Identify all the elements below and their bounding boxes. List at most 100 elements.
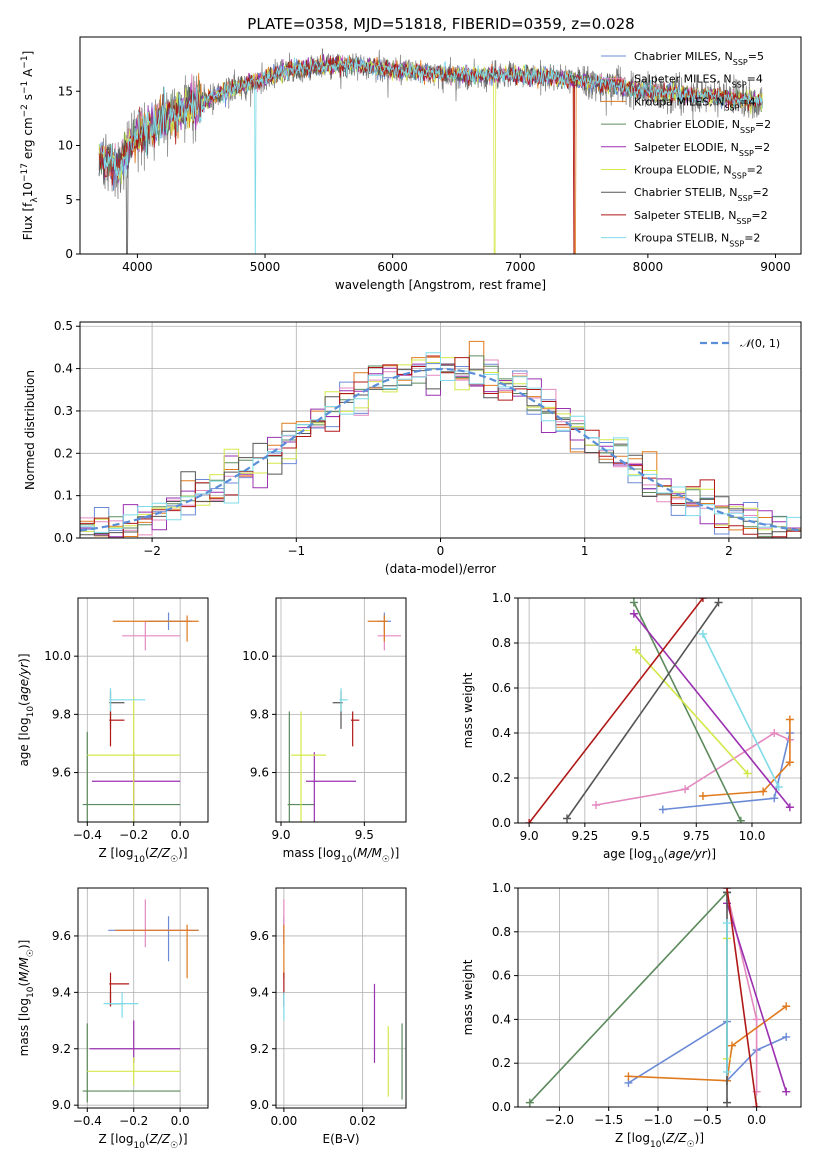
y-axis-label: mass weight <box>461 959 475 1035</box>
tick-label-y: 0.0 <box>492 816 511 830</box>
tick-label-x: 9.0 <box>520 829 539 843</box>
tick-label-y: 9.0 <box>52 1098 71 1112</box>
mass-weight-marker-chabrier_elodie <box>525 1098 534 1107</box>
plot-area-mass_vs_Z <box>82 899 199 1103</box>
tick-label-x: −1.5 <box>594 1113 623 1127</box>
tick-label-x: −2 <box>143 544 161 558</box>
mass-weight-marker-kroupa_stelib <box>774 783 783 791</box>
figure-title: PLATE=0358, MJD=51818, FIBERID=0359, z=0… <box>247 15 634 33</box>
plot-area-spectrum <box>98 48 763 254</box>
tick-label-x: 9.25 <box>571 829 598 843</box>
mass-weight-marker-kroupa_miles <box>727 1041 736 1050</box>
legend-label-chabrier_stelib: Chabrier STELIB, NSSP=2 <box>634 186 769 203</box>
residual-histogram-kroupa_stelib <box>80 352 801 538</box>
mass-weight-marker-kroupa_miles <box>624 1072 633 1081</box>
mass-weight-marker-salpeter_miles <box>770 729 779 737</box>
panel-mass_vs_Z: −0.4 −0.2 0.0 9.0 9.2 9.4 9.6 Z [log10(Z/Z☉)] ma… <box>17 887 209 1151</box>
mass-weight-marker-salpeter_miles <box>681 785 690 794</box>
mass-weight-marker-kroupa_miles <box>785 758 794 767</box>
tick-label-y: 1.0 <box>492 881 511 895</box>
mass-weight-marker-kroupa_elodie <box>632 645 641 654</box>
tick-label-x: −0.2 <box>119 1114 148 1128</box>
tick-label-x: 1 <box>581 544 589 558</box>
x-axis-label: (data-model)/error <box>385 562 496 576</box>
tick-label-x: 10.0 <box>739 829 766 843</box>
tick-label-y: 0.4 <box>492 1012 511 1026</box>
legend-label-salpeter_elodie: Salpeter ELODIE, NSSP=2 <box>634 141 770 158</box>
axes-frame <box>77 887 209 1109</box>
tick-label-y: 0.6 <box>492 681 511 695</box>
axes-frame <box>79 36 802 255</box>
tick-label-x: 9000 <box>760 260 791 274</box>
mass-weight-marker-salpeter_elodie <box>785 803 794 812</box>
plot-area-age_vs_mass <box>287 612 401 822</box>
tick-label-y: 9.4 <box>52 985 71 999</box>
x-axis-label: wavelength [Angstrom, rest frame] <box>335 278 546 292</box>
tick-label-x: −1 <box>287 544 305 558</box>
mass-weight-marker-salpeter_miles <box>591 801 600 809</box>
mass-weight-marker-chabrier_elodie <box>629 598 638 607</box>
mass-weight-line-salpeter_miles <box>595 732 791 806</box>
axes-frame <box>517 597 802 824</box>
panel-mass_weight_vs_age: 9.0 9.25 9.5 9.75 10.0 0.0 0.2 0.4 0.6 0.8 1.0 age … <box>461 591 802 866</box>
tick-label-y: 9.6 <box>250 766 269 780</box>
tick-label-y: 0.1 <box>54 489 73 503</box>
tick-label-y: 0.8 <box>492 636 511 650</box>
tick-label-y: 15 <box>58 84 73 98</box>
tick-label-y: 9.6 <box>250 929 269 943</box>
tick-label-y: 0.2 <box>54 446 73 460</box>
tick-label-x: −0.5 <box>693 1113 722 1127</box>
mass-weight-marker-kroupa_miles <box>698 792 707 800</box>
mass-weight-marker-salpeter_elodie <box>629 609 638 618</box>
tick-label-y: 9.2 <box>250 1042 269 1056</box>
tick-label-y: 9.8 <box>52 707 71 721</box>
tick-label-x: 0 <box>437 544 445 558</box>
y-axis-label: mass weight <box>461 672 475 748</box>
tick-label-x: 7000 <box>505 260 536 274</box>
mass-weight-line-chabrier_elodie <box>633 602 742 822</box>
mass-weight-line-salpeter_stelib <box>726 888 758 1107</box>
legend-label-normal: 𝒩(0, 1) <box>740 337 780 350</box>
y-axis-label: Flux [fλ10−17 erg cm−2 s−1 A−1] <box>20 51 40 241</box>
mass-weight-marker-salpeter_stelib <box>525 819 534 823</box>
mass-weight-line-chabrier_elodie <box>529 891 728 1104</box>
mass-weight-marker-salpeter_miles <box>752 1015 761 1024</box>
tick-label-x: 6000 <box>377 260 408 274</box>
mass-weight-marker-salpeter_stelib <box>752 1103 761 1107</box>
x-axis-label: Z [log10(Z/Z☉)] <box>98 846 187 865</box>
panel-spectrum: 4000 5000 6000 7000 8000 9000 0 5 10 15 wavelength… <box>20 36 802 292</box>
mass-weight-marker-kroupa_stelib <box>723 1067 732 1076</box>
mass-weight-marker-salpeter_stelib <box>723 888 732 892</box>
tick-label-y: 0.2 <box>492 1056 511 1070</box>
legend-label-salpeter_stelib: Salpeter STELIB, NSSP=2 <box>634 209 768 226</box>
mass-weight-line-kroupa_miles <box>702 719 791 797</box>
tick-label-y: 9.2 <box>52 1042 71 1056</box>
tick-label-x: 4000 <box>122 260 153 274</box>
panel-residuals: −2 −1 0 1 2 0.0 0.1 0.2 0.3 0.4 0.5 (data-model)/er… <box>23 319 802 576</box>
legend-label-kroupa_stelib: Kroupa STELIB, NSSP=2 <box>634 232 760 249</box>
mass-weight-marker-chabrier_elodie <box>736 816 745 823</box>
mass-weight-marker-kroupa_stelib <box>698 630 707 638</box>
x-axis-label: Z [log10(Z/Z☉)] <box>98 1132 187 1151</box>
mass-weight-marker-kroupa_elodie <box>743 769 752 778</box>
tick-label-y: 0.4 <box>492 726 511 740</box>
tick-label-y: 10.0 <box>44 649 71 663</box>
tick-label-y: 0.3 <box>54 404 73 418</box>
x-axis-label: E(B-V) <box>322 1132 359 1146</box>
tick-label-x: 0.0 <box>747 1113 766 1127</box>
tick-label-y: 9.4 <box>250 985 269 999</box>
tick-label-x: 0.0 <box>171 828 190 842</box>
axes-frame <box>77 597 209 823</box>
tick-label-y: 0.8 <box>492 925 511 939</box>
mass-weight-marker-chabrier_stelib <box>563 814 572 823</box>
legend-label-chabrier_elodie: Chabrier ELODIE, NSSP=2 <box>634 118 771 135</box>
mass-weight-marker-chabrier_miles <box>782 1032 791 1041</box>
x-axis-label: Z [log10(Z/Z☉)] <box>615 1131 704 1150</box>
tick-label-x: 9.5 <box>631 829 650 843</box>
panel-mass_vs_ebv: 0.00 0.02 9.0 9.2 9.4 9.6 E(B-V) <box>250 887 407 1146</box>
model-spectrum-kroupa_stelib <box>98 55 763 254</box>
tick-label-x: −0.4 <box>73 828 102 842</box>
tick-label-y: 0 <box>65 247 73 261</box>
mass-weight-marker-kroupa_stelib <box>723 919 732 928</box>
